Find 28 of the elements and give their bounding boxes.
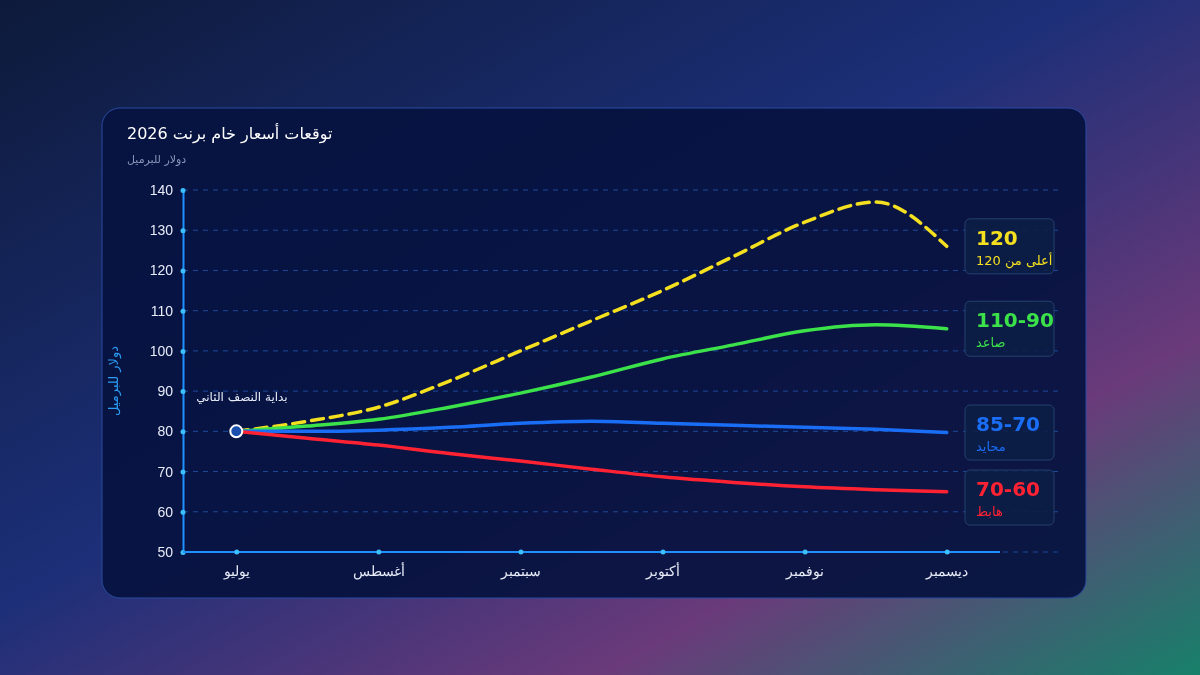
- text: هابط: [976, 504, 1003, 520]
- text: أعلى من 120: [976, 251, 1053, 269]
- chart-subtitle: دولار للبرميل: [127, 153, 187, 166]
- x-tick-label: أغسطس: [352, 560, 405, 580]
- chart-title: توقعات أسعار خام برنت 2026: [127, 123, 333, 144]
- text: محايد: [976, 439, 1006, 455]
- y-tick-label: 50: [157, 543, 174, 560]
- annotation: بداية النصف الثاني: [196, 390, 288, 405]
- y-tick-label: 60: [157, 503, 174, 520]
- x-tick-label: ديسمبر: [925, 562, 969, 580]
- y-tick-label: 110: [150, 302, 174, 319]
- y-tick-label: 130: [149, 222, 174, 239]
- y-tick-label: 140: [149, 181, 174, 198]
- annotation: 110-90: [976, 308, 1054, 333]
- x-tick-label: يوليو: [222, 562, 250, 580]
- y-tick-label: 70: [157, 463, 174, 480]
- text: صاعد: [976, 335, 1006, 351]
- y-tick-label: 90: [157, 383, 174, 400]
- annotation: 70-60: [976, 477, 1040, 502]
- y-tick-label: 100: [149, 342, 174, 359]
- y-axis-title: دولار للبرميل: [106, 345, 122, 416]
- annotation: 120: [976, 225, 1018, 250]
- y-tick-label: 80: [157, 423, 174, 440]
- x-tick-label: أكتوبر: [645, 560, 681, 580]
- x-tick-label: سبتمبر: [499, 562, 541, 580]
- x-tick-label: نوفمبر: [785, 562, 825, 580]
- annotation: 85-70: [976, 412, 1040, 437]
- y-tick-label: 120: [149, 262, 174, 279]
